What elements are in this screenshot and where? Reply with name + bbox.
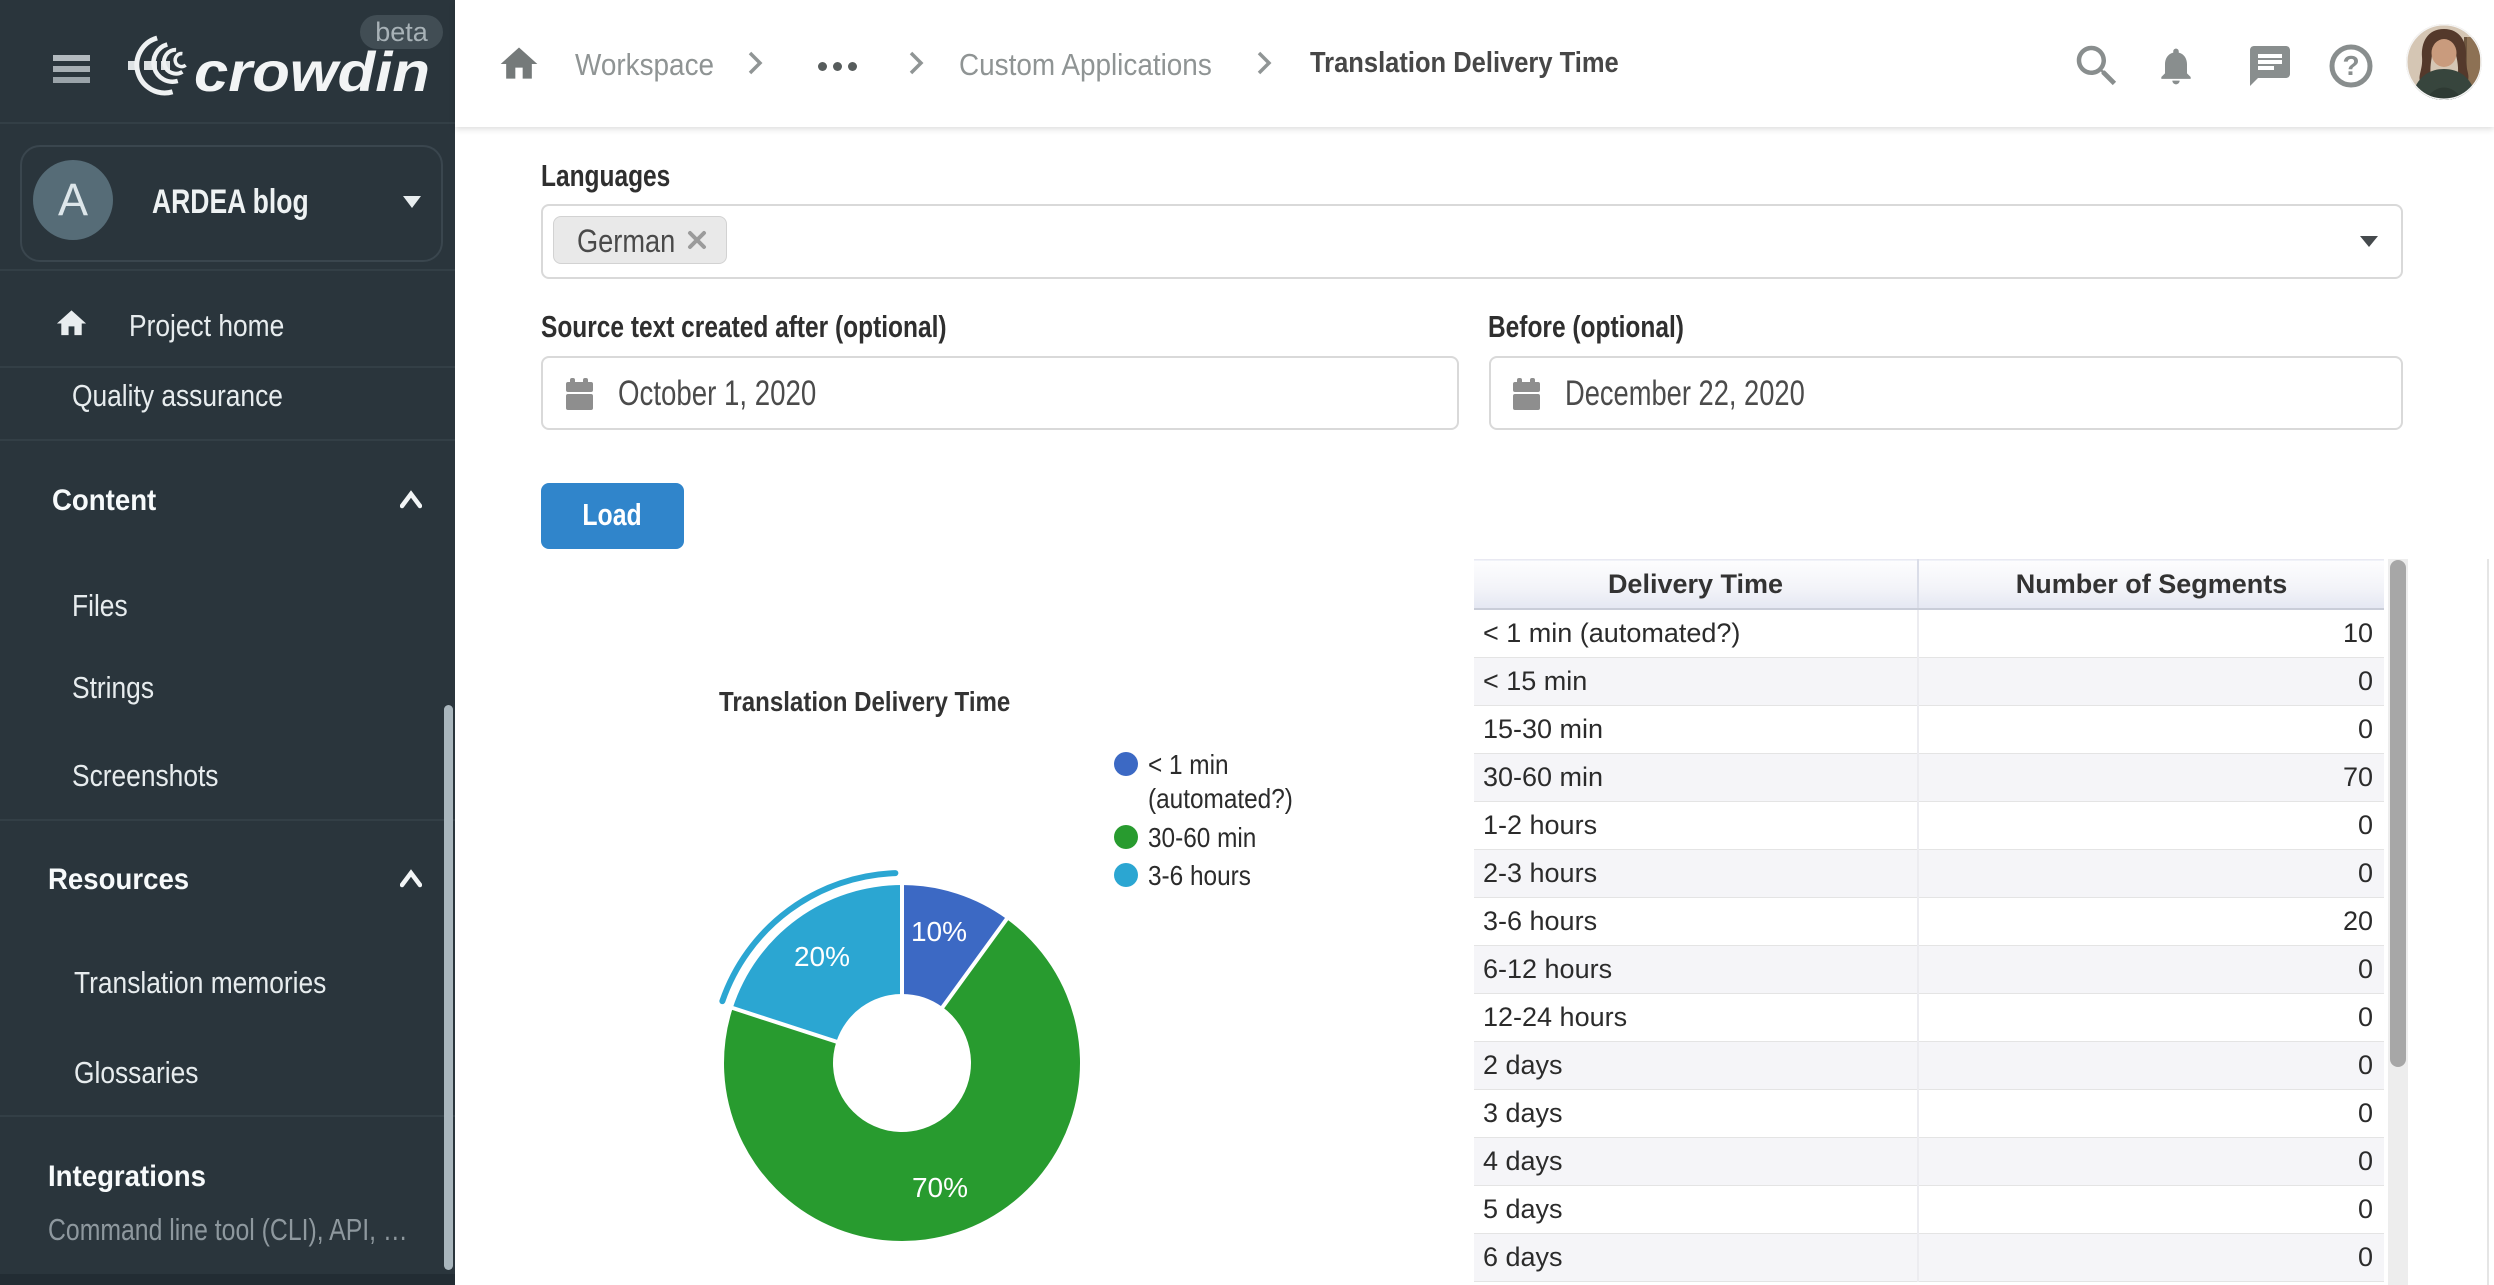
- svg-text:?: ?: [2342, 50, 2359, 81]
- svg-text:20%: 20%: [794, 941, 850, 972]
- svg-text:70%: 70%: [912, 1172, 968, 1203]
- svg-text:crowdin: crowdin: [194, 40, 430, 98]
- svg-text:10%: 10%: [911, 916, 967, 947]
